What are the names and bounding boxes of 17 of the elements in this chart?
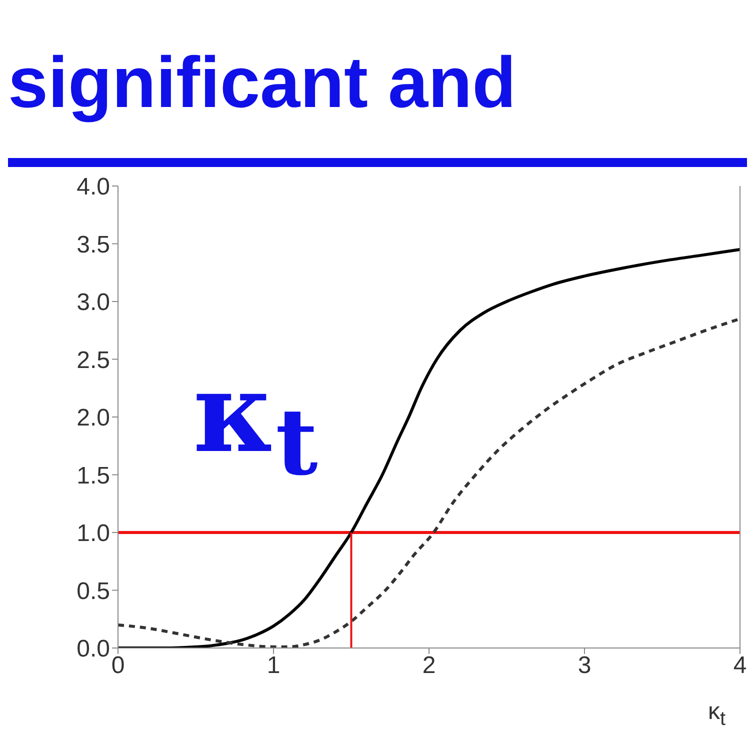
annotation: κ$_{t}$ [193, 348, 318, 496]
y-tick-label: 1.0 [76, 520, 110, 548]
y-tick-label: 0.5 [76, 578, 110, 605]
x-tick-label: 3 [578, 652, 592, 680]
y-tick-label: 4.0 [76, 174, 110, 201]
x-axis-title: κ$_{t}$ [708, 698, 726, 731]
chart-title: significant and [8, 42, 516, 125]
y-tick-label: 1.5 [76, 462, 110, 490]
y-tick-label: 0.0 [76, 636, 110, 663]
x-tick-label: 2 [422, 652, 436, 680]
y-tick-label: 2.0 [76, 404, 110, 432]
x-tick-label: 0 [111, 652, 125, 680]
x-tick-label: 4 [733, 652, 747, 680]
y-tick-label: 2.5 [76, 346, 110, 374]
y-tick-label: 3.0 [76, 289, 110, 316]
x-tick-label: 1 [266, 652, 280, 680]
y-tick-label: 3.5 [76, 231, 110, 258]
